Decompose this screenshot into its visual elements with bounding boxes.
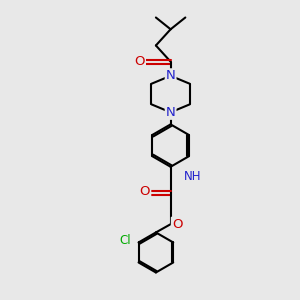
- Text: O: O: [172, 218, 182, 231]
- Text: O: O: [140, 185, 150, 198]
- Text: NH: NH: [184, 170, 201, 183]
- Text: O: O: [134, 55, 145, 68]
- Text: N: N: [166, 106, 176, 119]
- Text: Cl: Cl: [119, 235, 131, 248]
- Text: N: N: [166, 69, 176, 82]
